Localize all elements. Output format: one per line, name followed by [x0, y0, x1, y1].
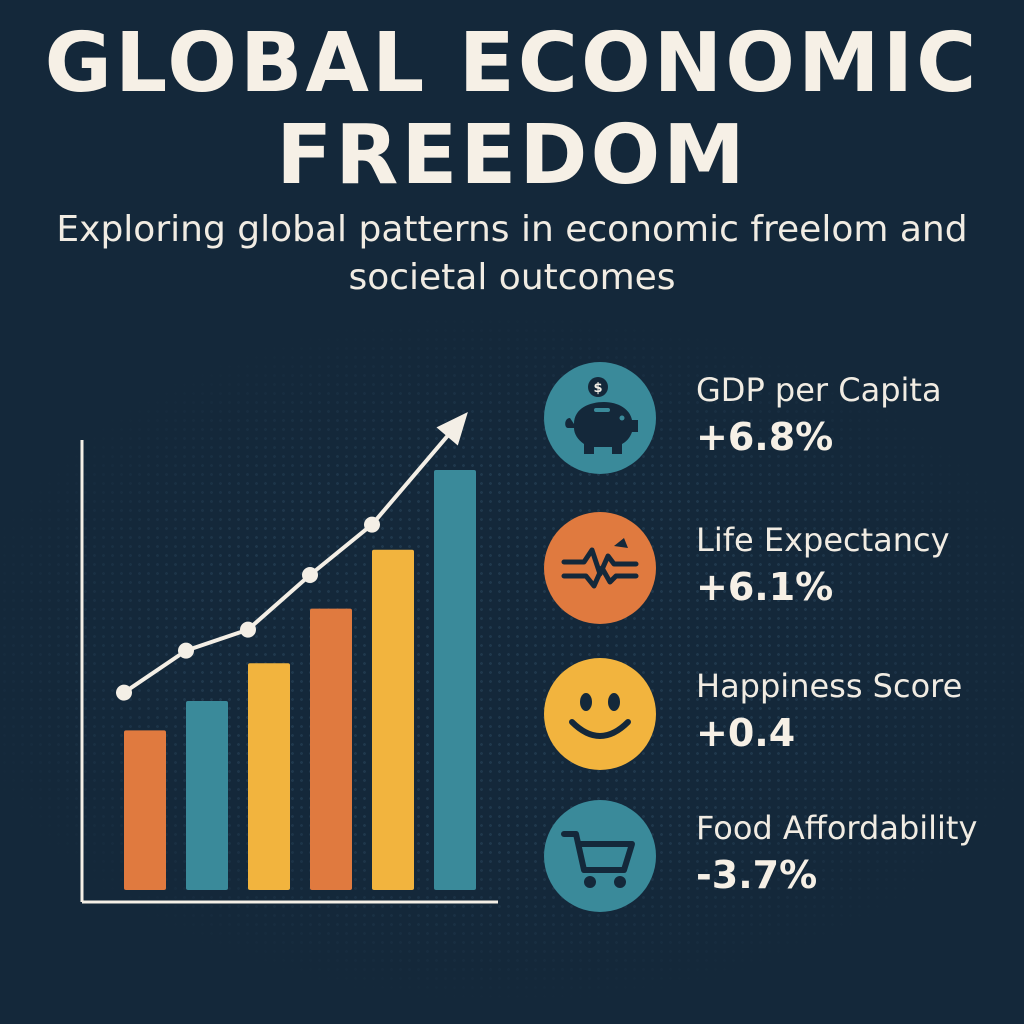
trend-point — [364, 516, 380, 533]
page-title: GLOBAL ECONOMIC FREEDOM — [44, 16, 980, 203]
chart-bar — [434, 470, 476, 890]
heartbeat-icon — [561, 538, 639, 589]
metric-label: Happiness Score — [696, 667, 963, 705]
chart-bar — [372, 549, 414, 890]
metric-value: +0.4 — [696, 711, 796, 755]
trend-line — [122, 415, 466, 695]
chart-bar — [124, 730, 166, 890]
chart-bar — [310, 608, 352, 890]
metric-happiness-score: Happiness Score +0.4 — [544, 658, 1004, 770]
smiley-icon — [569, 693, 631, 739]
trend-point — [302, 567, 318, 583]
shopping-cart-icon — [561, 831, 635, 888]
metric-icon-circle — [544, 658, 656, 770]
trend-point — [178, 642, 194, 659]
chart-bar — [248, 663, 290, 890]
metric-icon-circle — [544, 800, 656, 912]
metric-gdp-per-capita: $ GDP per Capita +6.8% — [544, 362, 1004, 474]
metric-value: +6.8% — [696, 415, 834, 459]
trend-point — [240, 621, 256, 638]
trend-arrowhead — [436, 412, 468, 446]
growth-bar-chart — [80, 412, 498, 904]
metric-value: -3.7% — [696, 853, 818, 897]
metric-life-expectancy: Life Expectancy +6.1% — [544, 512, 1004, 624]
page-subtitle: Exploring global patterns in economic fr… — [56, 209, 968, 298]
trend-point — [116, 684, 132, 701]
metric-food-affordability: Food Affordability -3.7% — [544, 800, 1004, 912]
coin-symbol: $ — [593, 381, 602, 396]
metric-icon-circle — [544, 512, 656, 624]
metric-value: +6.1% — [696, 565, 834, 609]
metric-label: Life Expectancy — [696, 521, 950, 559]
metric-icon-circle: $ — [544, 362, 656, 474]
metric-label: Food Affordability — [696, 809, 978, 847]
metric-label: GDP per Capita — [696, 371, 942, 409]
chart-bar — [186, 701, 228, 890]
piggy-bank-icon: $ — [565, 377, 638, 454]
